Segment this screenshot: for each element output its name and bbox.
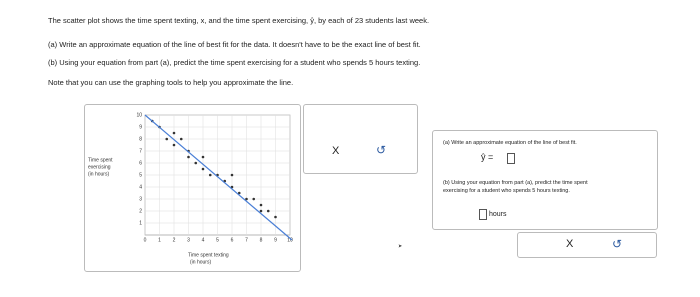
data-point: [187, 155, 190, 159]
y-tick-label: 6: [139, 160, 142, 166]
data-point: [201, 155, 205, 159]
x-tick-label: 2: [173, 237, 176, 243]
undo-button[interactable]: ↺: [376, 143, 387, 157]
data-point: [172, 131, 176, 135]
y-tick-label: 3: [139, 196, 142, 202]
y-tick-label: 4: [139, 184, 142, 190]
tools-panel: X ↺: [303, 104, 418, 174]
data-point: [252, 197, 256, 201]
answer-a: (a) Write an approximate equation of the…: [443, 140, 577, 146]
drawn-line: [144, 114, 293, 241]
hours-input[interactable]: [479, 209, 487, 220]
x-tick-label: 0: [144, 237, 147, 243]
part-a: (a) Write an approximate equation of the…: [48, 40, 421, 49]
part-b: (b) Using your equation from part (a), p…: [48, 58, 421, 67]
answer-panel: (a) Write an approximate equation of the…: [432, 130, 658, 230]
x-tick-label: 5: [216, 237, 219, 243]
note: Note that you can use the graphing tools…: [48, 78, 294, 87]
y-tick-label: 7: [139, 148, 142, 154]
data-point: [230, 173, 234, 177]
clear-button[interactable]: X: [332, 145, 340, 157]
x-tick-label: 10: [287, 237, 293, 243]
data-point: [172, 143, 176, 147]
y-tick-label: 5: [139, 172, 142, 178]
data-point: [179, 137, 183, 141]
equation-input[interactable]: [507, 153, 515, 164]
data-point: [201, 167, 205, 171]
x-tick-label: 8: [260, 237, 263, 243]
x-tick-label: 6: [231, 237, 234, 243]
answer-b: (b) Using your equation from part (a), p…: [443, 180, 588, 186]
y-tick-label: 9: [139, 124, 142, 130]
data-point: [245, 197, 248, 201]
x-tick-label: 9: [274, 237, 277, 243]
data-point: [194, 161, 198, 165]
unit: hours: [489, 211, 507, 218]
intro: The scatter plot shows the time spent te…: [48, 16, 430, 25]
answer-buttons: X ↺: [517, 232, 657, 258]
y-label: (in hours): [88, 171, 109, 177]
data-point: [259, 203, 263, 207]
x-label: (in hours): [190, 259, 211, 265]
data-point: [165, 137, 169, 141]
y-tick-label: 10: [136, 112, 142, 118]
answer-b: exercising for a student who spends 5 ho…: [443, 188, 570, 194]
x-tick-label: 1: [158, 237, 161, 243]
x-label: Time spent texting: [188, 252, 229, 258]
x-tick-label: 4: [202, 237, 205, 243]
data-point: [266, 209, 270, 213]
data-point: [259, 209, 263, 213]
data-point: [208, 173, 212, 177]
x-tick-label: 3: [187, 237, 190, 243]
cursor: ➤: [398, 243, 402, 249]
y-label: Time spent: [88, 157, 113, 163]
y-tick-label: 1: [139, 220, 142, 226]
x-tick-label: 7: [245, 237, 248, 243]
clear-button[interactable]: X: [566, 238, 574, 250]
y-tick-label: 8: [139, 136, 142, 142]
undo-button[interactable]: ↺: [612, 237, 623, 251]
data-point: [274, 215, 277, 219]
equation: ŷ =: [481, 152, 494, 162]
y-tick-label: 2: [139, 208, 142, 214]
y-label: exercising: [88, 164, 111, 170]
data-point: [237, 191, 241, 195]
